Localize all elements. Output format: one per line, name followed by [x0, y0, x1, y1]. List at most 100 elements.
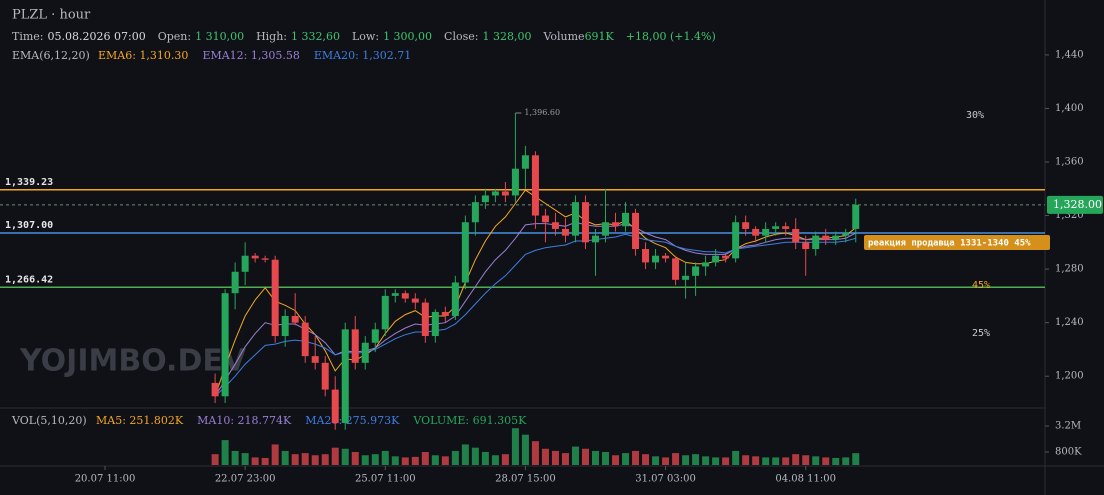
candle-body [451, 282, 459, 316]
candle-body [371, 329, 379, 343]
candle-body [702, 262, 710, 267]
candle-body [471, 202, 479, 223]
legend-entry: EMA12: 1,305.58 [202, 49, 299, 62]
volume-bar [762, 457, 770, 465]
volume-y-tick-label: 800K [1055, 447, 1082, 458]
volume-bar [832, 457, 840, 465]
volume-bar [551, 450, 559, 465]
indicator-title: EMA(6,12,20) [12, 49, 90, 62]
volume-bar [251, 457, 259, 465]
header-value: 1 310,00 [195, 30, 244, 43]
header-label: Open: [158, 30, 191, 43]
x-tick-label: 31.07 03:00 [635, 474, 696, 485]
volume-y-tick-label: 3.2M [1055, 421, 1081, 432]
high-label: 1,396.60 [524, 108, 560, 117]
y-tick-label: 1,400 [1055, 103, 1084, 114]
volume-bar [822, 457, 830, 465]
ema-line [214, 233, 856, 397]
volume-bar [612, 455, 620, 465]
header-value: 05.08.2026 07:00 [48, 30, 146, 43]
candle-body [712, 255, 720, 263]
candle-body [221, 293, 229, 397]
header-label: High: [256, 30, 287, 43]
volume-bar [571, 446, 579, 465]
candle-body [391, 293, 399, 296]
y-tick-label: 1,280 [1055, 264, 1084, 275]
volume-bar [772, 457, 780, 465]
candle-body [792, 228, 800, 243]
volume-bar [742, 455, 750, 465]
volume-bar [652, 456, 660, 465]
candle-body [511, 168, 519, 196]
volume-bar [361, 455, 369, 465]
volume-bar [281, 450, 289, 465]
volume-bar [301, 453, 309, 465]
volume-bar [792, 454, 800, 465]
forecast-label: 45% [972, 280, 990, 291]
volume-bar [221, 440, 229, 465]
volume-bar [521, 434, 529, 465]
volume-bar [622, 453, 630, 465]
watermark: YOJIMBO.DEV [19, 344, 247, 379]
x-tick-label: 28.07 15:00 [495, 474, 556, 485]
volume-bar [381, 450, 389, 465]
chart-title: PLZL · hour [12, 8, 91, 23]
y-tick-label: 1,200 [1055, 371, 1084, 382]
forecast-label: 25% [972, 328, 990, 339]
volume-bar [401, 457, 409, 465]
candle-body [672, 258, 680, 280]
candle-body [461, 222, 469, 283]
candle-body [602, 222, 609, 236]
zone-box [864, 235, 1050, 250]
volume-bar [602, 452, 609, 465]
candle-body [612, 222, 620, 227]
y-tick-label: 1,360 [1055, 156, 1084, 167]
header-label: Close: [444, 30, 478, 43]
candle-body [251, 255, 259, 259]
volume-bar [662, 457, 670, 465]
legend-entry: EMA20: 1,302.71 [314, 49, 411, 62]
candle-body [632, 212, 640, 250]
volume-bar [421, 452, 429, 465]
volume-bar [541, 448, 549, 465]
candle-body [692, 266, 700, 276]
volume-legend-entry: MA20: 275.973K [305, 414, 400, 427]
volume-bar [241, 453, 249, 465]
current-price-box [1047, 195, 1103, 214]
volume-bar [591, 450, 599, 465]
y-tick-label: 1,320 [1055, 210, 1084, 221]
candle-body [211, 382, 219, 397]
candle-body [241, 255, 249, 272]
volume-bar [632, 450, 640, 465]
y-tick-label: 1,440 [1055, 49, 1084, 60]
x-tick-label: 22.07 23:00 [215, 474, 276, 485]
volume-bar [411, 456, 419, 465]
volume-bar [461, 444, 469, 465]
volume-bar [692, 454, 700, 465]
x-tick-label: 04.08 11:00 [775, 474, 836, 485]
candle-body [842, 232, 850, 236]
candle-body [752, 228, 760, 236]
candle-body [421, 302, 429, 337]
candle-body [431, 311, 439, 337]
candle-body [541, 215, 549, 223]
volume-bar [341, 448, 349, 465]
candle-body [812, 235, 820, 250]
volume-bar [782, 457, 790, 465]
forecast-label: 30% [966, 110, 984, 121]
candle-body [321, 362, 329, 390]
volume-bar [752, 456, 760, 465]
candle-body [662, 255, 670, 259]
volume-bar [451, 450, 459, 465]
volume-bar [722, 457, 730, 465]
volume-legend-entry: VOLUME: 691.305K [412, 414, 527, 427]
volume-bar [311, 455, 319, 465]
candle-body [591, 235, 599, 243]
candle-body [361, 342, 369, 363]
volume-bar [391, 456, 399, 465]
candle-body [491, 191, 499, 196]
candle-body [261, 258, 269, 260]
volume-bar [712, 457, 720, 465]
volume-legend-entry: MA10: 218.774K [197, 414, 292, 427]
volume-bar [672, 453, 680, 465]
